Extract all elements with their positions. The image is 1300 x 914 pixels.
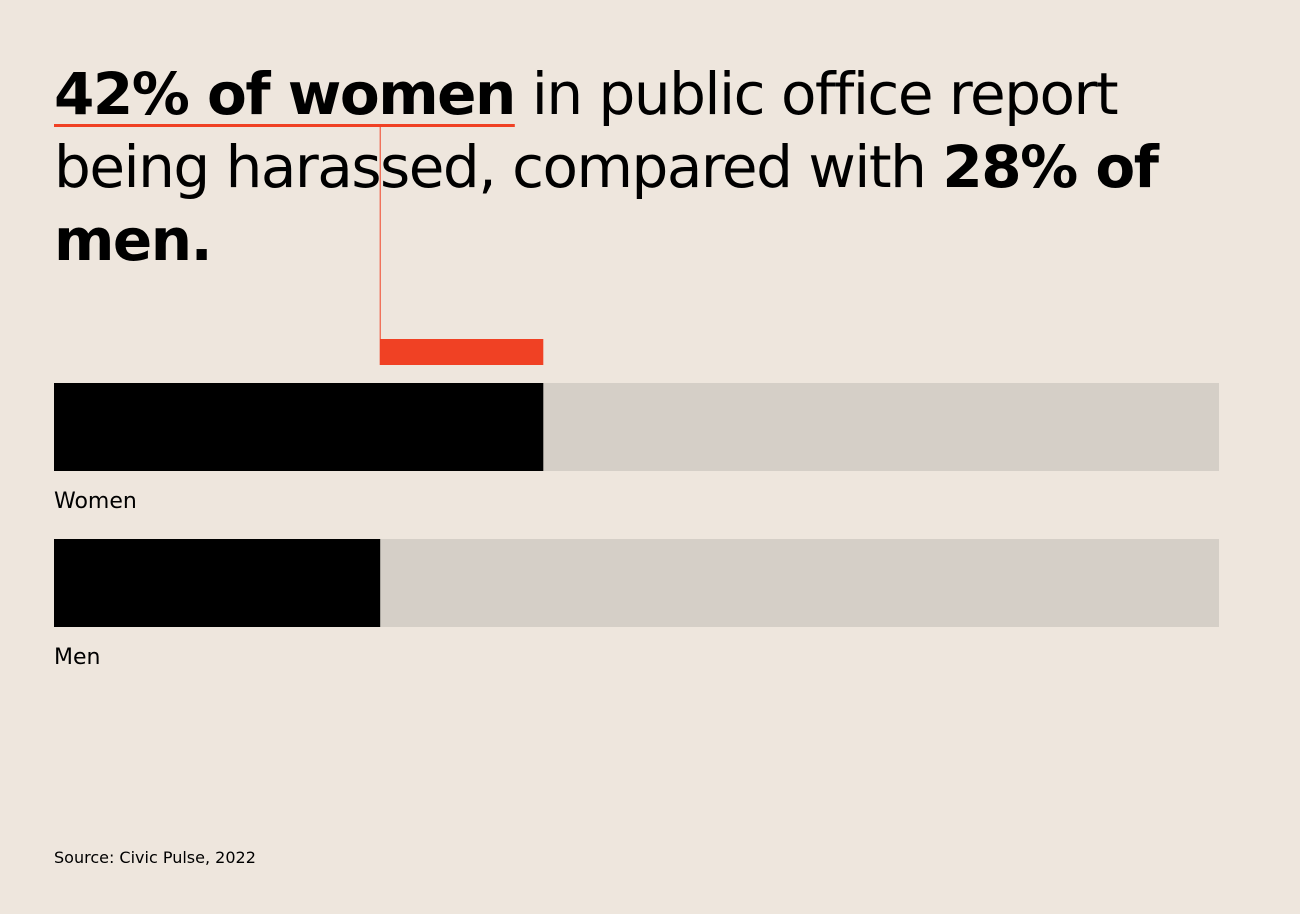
source-note: Source: Civic Pulse, 2022 xyxy=(54,848,256,867)
headline: 42% of women in public office report bei… xyxy=(54,58,1204,277)
headline-body: in public office report being harassed, … xyxy=(54,60,1119,201)
bar-men xyxy=(54,539,381,627)
bar-label-men: Men xyxy=(54,645,100,670)
difference-highlight-bar xyxy=(380,339,544,365)
bar-women xyxy=(54,383,544,471)
bar-label-women: Women xyxy=(54,489,137,514)
headline-men-stat: 28% of men. xyxy=(54,133,1159,274)
headline-women-stat: 42% of women xyxy=(54,60,516,128)
